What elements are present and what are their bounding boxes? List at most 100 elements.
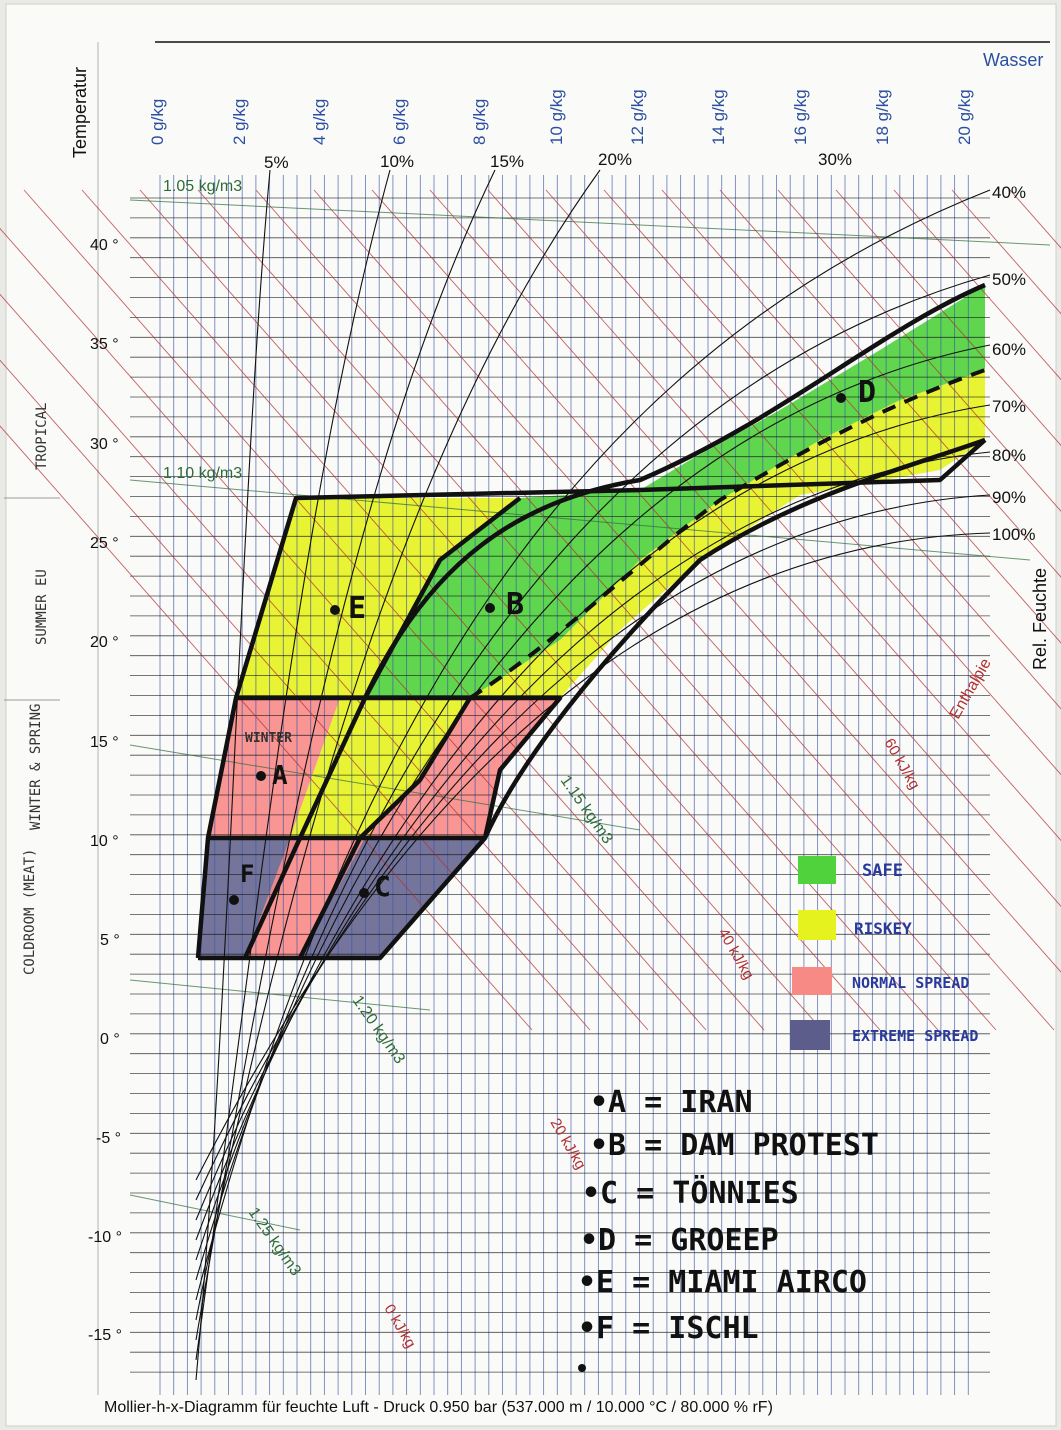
legend-swatch-safe [798,856,836,884]
side-tropical: TROPICAL [34,403,50,470]
rh-label: 10% [380,152,414,171]
enthalpy-line [0,293,649,1031]
outline-safe-top [362,282,986,699]
legend-swatch-extreme [790,1020,830,1050]
density-line [129,479,1031,561]
temp-tick: 40 ° [90,237,119,254]
legend: SAFE RISKEY NORMAL SPREAD EXTREME SPREAD [790,856,978,1050]
water-tick: 18 g/kg [873,89,892,145]
temp-tick: 20 ° [90,634,119,651]
enthalpy-line [197,189,939,1031]
rh-label: 100% [992,525,1035,544]
key-b: •B = DAM PROTEST [590,1128,879,1163]
rh-label: 30% [818,150,852,169]
rh-label: 50% [992,270,1026,289]
zone-risky-mid [290,698,470,838]
rh-label: 70% [992,397,1026,416]
rh-label: 60% [992,340,1026,359]
zone-normal-mid [245,838,365,958]
key-e: •E = MIAMI AIRCO [578,1265,867,1300]
temp-tick: -15 ° [88,1327,122,1344]
density-line [129,744,641,831]
rh-curve [195,494,991,1201]
temp-tick: 25 ° [90,535,119,552]
water-tick: 0 g/kg [148,99,167,145]
legend-swatch-normal [792,967,832,995]
rh-label: 5% [264,153,289,172]
enthalpy-line [429,189,1061,907]
zone-normal-a [208,698,340,838]
temp-tick: 10 ° [90,833,119,850]
temp-tick: 5 ° [100,932,120,949]
temp-tick: -10 ° [88,1229,122,1246]
rh-label: 80% [992,446,1026,465]
water-tick: 8 g/kg [470,99,489,145]
outline-winter [236,695,563,839]
point-e: E [348,591,366,626]
humidity-curves [195,169,991,1381]
key-f: •F = ISCHL [578,1311,759,1346]
density-label: 1.10 kg/m3 [163,465,242,482]
rh-label: 90% [992,488,1026,507]
water-tick: 6 g/kg [390,99,409,145]
water-tick: 20 g/kg [955,89,974,145]
water-ticks: 0 g/kg 2 g/kg 4 g/kg 6 g/kg 8 g/kg 10 g/… [148,89,974,145]
enthalpy-line [661,189,1061,644]
temp-tick: 35 ° [90,336,119,353]
enthalpy-line [0,359,591,1031]
water-tick: 12 g/kg [628,89,647,145]
point-c: C [374,870,391,903]
side-summer: SUMMER EU [34,569,50,645]
side-coldroom: COLDROOM (MEAT) [22,849,38,975]
outline-cold [198,835,488,961]
enthalpy-line [893,189,1061,381]
legend-label-safe: SAFE [862,861,903,881]
enthalpy-line [835,189,1061,447]
density-line [129,199,1051,246]
water-tick: 2 g/kg [230,99,249,145]
enthalpy-line [603,189,1061,710]
rh-label: 15% [490,152,524,171]
zone-risky-e [236,498,520,698]
enthalpy-line [81,189,823,1031]
water-tick: 10 g/kg [547,89,566,145]
outline-top-right [639,438,987,493]
zone-outlines [195,282,987,961]
key-c: •C = TÖNNIES [582,1174,799,1211]
temp-tick: 30 ° [90,436,119,453]
rel-humidity-label: Rel. Feuchte [1030,568,1050,670]
rh-curve [195,169,601,1321]
temp-tick: 0 ° [100,1031,120,1048]
enthalpy-line [371,189,1061,973]
water-axis-label: Wasser [983,50,1043,70]
footer-caption: Mollier-h-x-Diagramm für feuchte Luft - … [104,1399,773,1416]
point-b: B [506,587,524,622]
rh-right-labels: 40% 50% 60% 70% 80% 90% 100% [992,183,1035,544]
density-line [129,979,431,1011]
key-a: •A = IRAN [590,1085,753,1120]
water-tick: 4 g/kg [310,99,329,145]
water-tick: 14 g/kg [709,89,728,145]
point-d: D [858,375,876,410]
enthalpy-line [487,189,1061,842]
enthalpy-line [313,189,1055,1031]
rh-curve [195,274,991,1281]
enthalpy-line [255,189,997,1031]
outline-right [482,437,986,839]
key-d: •D = GROEEP [580,1223,779,1258]
rh-curve [195,451,991,1221]
rh-curve [195,189,991,1301]
zone-extreme-f [198,838,300,958]
point-markers: A B C D E F [229,375,876,905]
zone-normal-right [365,698,560,838]
rh-curve [195,169,496,1341]
temp-tick: 15 ° [90,734,119,751]
enthalpy-line [0,425,533,1031]
temperature-ticks: 40 ° 35 ° 30 ° 25 ° 20 ° 15 ° 10 ° 5 ° 0… [88,237,122,1344]
rh-curve [195,169,391,1361]
zone-safe [365,285,985,698]
rh-top-labels: 5% 10% 15% 20% 30% [264,150,852,172]
point-f: F [240,860,254,888]
enthalpy-line [719,189,1061,578]
